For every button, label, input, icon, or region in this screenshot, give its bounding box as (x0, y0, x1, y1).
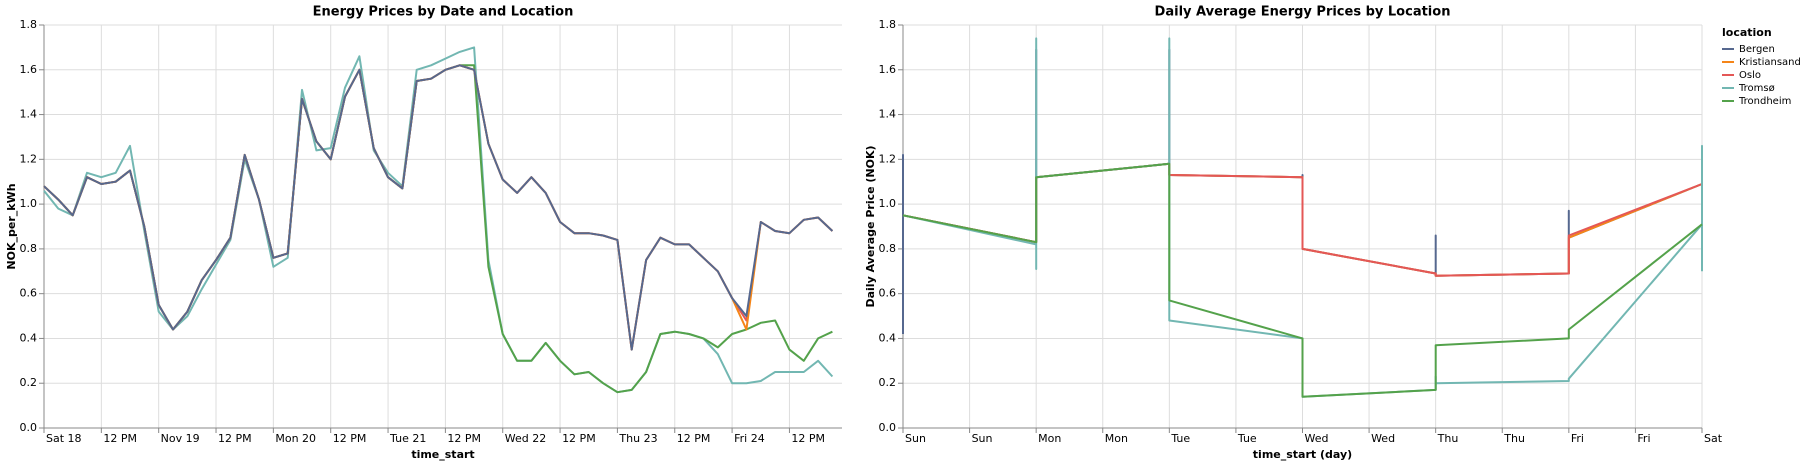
y-tick-label: 1.2 (879, 152, 897, 165)
x-tick-label: Thu (1503, 432, 1525, 445)
y-tick-label: 0.4 (879, 331, 897, 344)
y-tick-label: 1.8 (20, 18, 38, 31)
x-tick-label: 12 PM (333, 432, 367, 445)
chart-title: Daily Average Energy Prices by Location (1155, 5, 1451, 20)
x-tick-label: 12 PM (447, 432, 481, 445)
x-axis-title: time_start (day) (1253, 448, 1352, 461)
x-tick-label: 12 PM (677, 432, 711, 445)
series-line (43, 64, 834, 351)
x-tick-label: Sat (1704, 432, 1723, 445)
legend-label: Tromsø (1738, 83, 1775, 94)
y-tick-label: 0.4 (20, 331, 38, 344)
x-tick-label: Fri 24 (734, 432, 765, 445)
x-tick-label: Mon 20 (275, 432, 316, 445)
x-tick-label: 12 PM (562, 432, 596, 445)
y-tick-label: 0.8 (879, 242, 897, 255)
x-tick-label: 12 PM (791, 432, 825, 445)
x-tick-label: Sun (972, 432, 993, 445)
x-axis-title: time_start (411, 448, 474, 461)
x-tick-label: 12 PM (103, 432, 137, 445)
y-tick-label: 1.0 (20, 197, 38, 210)
series-line (902, 162, 1703, 398)
y-axis-title: Daily Average Price (NOK) (864, 145, 877, 307)
x-tick-label: Fri (1571, 432, 1584, 445)
x-tick-label: Tue 21 (389, 432, 426, 445)
series-line (43, 64, 834, 351)
y-tick-label: 0.2 (879, 376, 897, 389)
legend-title: location (1722, 26, 1772, 39)
y-tick-label: 1.4 (879, 108, 897, 121)
y-tick-label: 1.0 (879, 197, 897, 210)
x-tick-label: Thu (1437, 432, 1459, 445)
legend-label: Bergen (1739, 44, 1775, 55)
legend-label: Oslo (1739, 70, 1761, 81)
chart-title: Energy Prices by Date and Location (313, 5, 574, 20)
legend-label: Kristiansand (1739, 57, 1800, 68)
y-tick-label: 0.0 (879, 421, 897, 434)
y-tick-label: 0.8 (20, 242, 38, 255)
y-tick-label: 1.2 (20, 152, 38, 165)
x-tick-label: Tue (1237, 432, 1257, 445)
x-tick-label: Sun (905, 432, 926, 445)
series-line (43, 64, 834, 351)
y-tick-label: 0.0 (20, 421, 38, 434)
x-tick-label: Wed 22 (505, 432, 546, 445)
x-tick-label: 12 PM (218, 432, 252, 445)
series-line (43, 46, 834, 394)
y-tick-label: 0.6 (879, 287, 897, 300)
x-tick-label: Wed (1371, 432, 1395, 445)
x-tick-label: Nov 19 (161, 432, 200, 445)
y-axis-title: NOK_per_kWh (5, 183, 18, 269)
x-tick-label: Mon (1105, 432, 1128, 445)
x-tick-label: Mon (1038, 432, 1061, 445)
y-tick-label: 0.6 (20, 287, 38, 300)
x-tick-label: Tue (1170, 432, 1190, 445)
x-tick-label: Sat 18 (46, 432, 82, 445)
y-tick-label: 1.8 (879, 18, 897, 31)
y-tick-label: 1.6 (879, 63, 897, 76)
legend-label: Trondheim (1738, 96, 1791, 107)
x-tick-label: Wed (1305, 432, 1329, 445)
y-tick-label: 1.4 (20, 108, 38, 121)
y-tick-label: 0.2 (20, 376, 38, 389)
x-tick-label: Fri (1637, 432, 1650, 445)
y-tick-label: 1.6 (20, 63, 38, 76)
x-tick-label: Thu 23 (618, 432, 657, 445)
